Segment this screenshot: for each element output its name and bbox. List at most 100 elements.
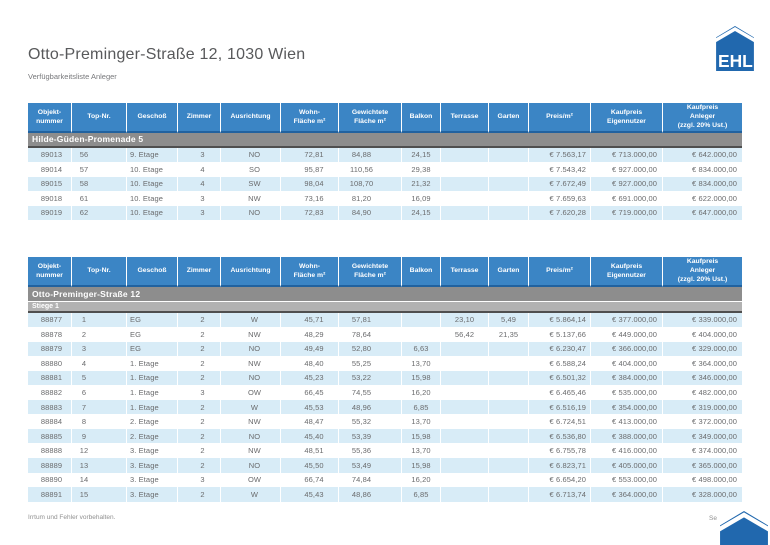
- table-cell: 10. Etage: [127, 176, 178, 192]
- table-cell: 45,43: [281, 487, 339, 502]
- table-cell: [441, 385, 489, 400]
- table-cell: € 6.516,19: [529, 399, 591, 415]
- table-cell: 88881: [28, 370, 72, 386]
- table-cell: 56,42: [441, 327, 489, 342]
- table-cell: 14: [72, 472, 127, 488]
- table-cell: 3: [178, 385, 221, 400]
- table-cell: € 498.000,00: [663, 472, 742, 488]
- table-cell: 6,85: [402, 487, 441, 502]
- table-cell: NO: [221, 205, 281, 221]
- table-cell: [441, 399, 489, 415]
- table-row: 88883 7 1. Etage 2 W 45,53 48,96 6,85 € 6.516,19…: [28, 399, 742, 415]
- table-cell: NW: [221, 414, 281, 429]
- table-cell: € 7.672,49: [529, 176, 591, 192]
- table-cell: [489, 385, 529, 400]
- table-cell: [489, 356, 529, 371]
- table-cell: [489, 205, 529, 221]
- table-cell: 3: [178, 205, 221, 221]
- section-title: Otto-Preminger-Straße 12: [28, 286, 742, 302]
- table-cell: € 6.230,47: [529, 341, 591, 357]
- table-cell: 1. Etage: [127, 356, 178, 371]
- table-row: 88891 15 3. Etage 2 W 45,43 48,86 6,85 € 6.713,7…: [28, 487, 742, 502]
- table-cell: 45,23: [281, 370, 339, 386]
- table-cell: 3. Etage: [127, 472, 178, 488]
- table-cell: [402, 327, 441, 342]
- ehl-logo-footer: EHL: [717, 509, 770, 545]
- table-cell: 55,32: [339, 414, 402, 429]
- footer-disclaimer: Irrtum und Fehler vorbehalten.: [28, 514, 116, 521]
- table-cell: € 834.000,00: [663, 162, 742, 177]
- table-cell: 2: [178, 443, 221, 458]
- table-cell: 108,70: [339, 176, 402, 192]
- table-row: 88880 4 1. Etage 2 NW 48,40 55,25 13,70 € 6.588,…: [28, 356, 742, 371]
- table-cell: [441, 428, 489, 444]
- table-cell: 6,85: [402, 399, 441, 415]
- table-cell: 5: [72, 370, 127, 386]
- table-row: 88882 6 1. Etage 3 OW 66,45 74,55 16,20 € 6.465,…: [28, 385, 742, 400]
- table-cell: 72,83: [281, 205, 339, 221]
- table-cell: 2: [178, 428, 221, 444]
- page-subtitle: Verfügbarkeitsliste Anleger: [28, 72, 117, 81]
- table-cell: 48,96: [339, 399, 402, 415]
- table-cell: 2: [178, 457, 221, 473]
- table-cell: 2: [178, 356, 221, 371]
- table-cell: EG: [127, 327, 178, 342]
- table-cell: 2: [178, 341, 221, 357]
- table-cell: € 927.000,00: [591, 176, 663, 192]
- column-header: Balkon: [402, 257, 441, 287]
- table-cell: [489, 414, 529, 429]
- table-cell: 10. Etage: [127, 205, 178, 221]
- table-cell: [441, 341, 489, 357]
- table-cell: 81,20: [339, 191, 402, 206]
- table-cell: 24,15: [402, 205, 441, 221]
- table-cell: € 6.823,71: [529, 457, 591, 473]
- table-cell: 4: [72, 356, 127, 371]
- table-cell: € 553.000,00: [591, 472, 663, 488]
- table-cell: [441, 356, 489, 371]
- table-cell: NO: [221, 341, 281, 357]
- table-cell: € 622.000,00: [663, 191, 742, 206]
- column-header: Kaufpreis Eigennutzer: [591, 257, 663, 287]
- table-cell: 48,47: [281, 414, 339, 429]
- table-cell: 10. Etage: [127, 162, 178, 177]
- table-cell: € 7.620,28: [529, 205, 591, 221]
- table-cell: € 413.000,00: [591, 414, 663, 429]
- table-cell: 1. Etage: [127, 370, 178, 386]
- table-cell: 88885: [28, 428, 72, 444]
- table-cell: 29,38: [402, 162, 441, 177]
- table-row: 89013 56 9. Etage 3 NO 72,81 84,88 24,15 € 7.563…: [28, 147, 742, 163]
- table-cell: € 349.000,00: [663, 428, 742, 444]
- table-cell: 2. Etage: [127, 414, 178, 429]
- table-cell: [489, 176, 529, 192]
- table-cell: 48,29: [281, 327, 339, 342]
- table-header-row: Objekt- nummer Top-Nr. Geschoß Zimmer Ausric…: [28, 103, 742, 133]
- table-cell: 15: [72, 487, 127, 502]
- table-cell: [489, 457, 529, 473]
- column-header: Ausrichtung: [221, 257, 281, 287]
- table-header-row: Objekt- nummer Top-Nr. Geschoß Zimmer Ausric…: [28, 257, 742, 287]
- table-cell: € 354.000,00: [591, 399, 663, 415]
- table-cell: 1. Etage: [127, 399, 178, 415]
- table-cell: 89014: [28, 162, 72, 177]
- table-row: 89015 58 10. Etage 4 SW 98,04 108,70 21,32 € 7.6…: [28, 176, 742, 192]
- table-cell: 58: [72, 176, 127, 192]
- table-cell: € 647.000,00: [663, 205, 742, 221]
- table-cell: 56: [72, 147, 127, 163]
- table-cell: 88880: [28, 356, 72, 371]
- table-row: 88877 1 EG 2 W 45,71 57,81 23,10 5,49 € 5.864,14 €…: [28, 312, 742, 328]
- table-cell: 3. Etage: [127, 487, 178, 502]
- column-header: Wohn- Fläche m²: [281, 103, 339, 133]
- table-cell: 15,98: [402, 428, 441, 444]
- table-cell: 2: [178, 327, 221, 342]
- table-cell: 110,56: [339, 162, 402, 177]
- table-cell: [441, 176, 489, 192]
- column-header: Gewichtete Fläche m²: [339, 257, 402, 287]
- table-cell: 2. Etage: [127, 428, 178, 444]
- table-row: 89019 62 10. Etage 3 NO 72,83 84,90 24,15 € 7.62…: [28, 205, 742, 221]
- table-cell: 73,16: [281, 191, 339, 206]
- table-cell: 66,74: [281, 472, 339, 488]
- table-cell: [489, 341, 529, 357]
- table-cell: € 6.654,20: [529, 472, 591, 488]
- table-cell: € 449.000,00: [591, 327, 663, 342]
- table-cell: 45,53: [281, 399, 339, 415]
